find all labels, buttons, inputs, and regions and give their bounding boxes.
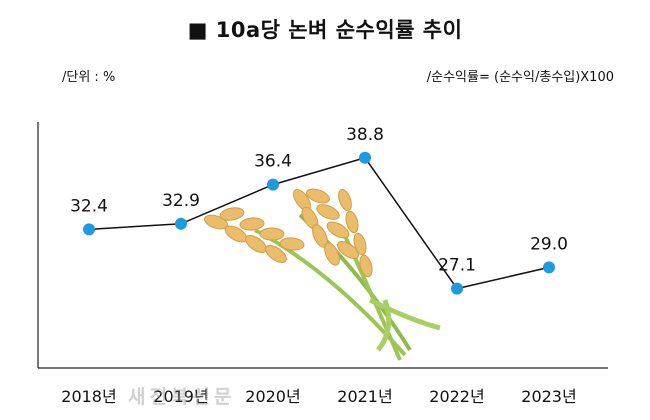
value-label-2019년: 32.9 (162, 191, 200, 211)
value-labels: 32.4 32.9 36.4 38.8 27.1 29.0 (70, 125, 568, 276)
data-point-2023년 (543, 261, 555, 274)
value-label-2020년: 36.4 (254, 152, 292, 172)
data-point-2019년 (175, 217, 187, 230)
data-point-2021년 (359, 151, 371, 164)
series-line (88, 156, 550, 290)
formula-note: /순수익률= (순수익/총수입)X100 (426, 70, 614, 85)
data-point-2020년 (267, 178, 279, 191)
value-label-2022년: 27.1 (438, 256, 476, 276)
watermark: 새전북신문 (128, 386, 236, 408)
x-tick-label-2021년: 2021년 (337, 387, 392, 406)
unit-note: /단위 : % (62, 70, 116, 85)
x-tick-label-2020년: 2020년 (245, 387, 300, 406)
x-tick-label-2022년: 2022년 (429, 387, 484, 406)
value-label-2018년: 32.4 (70, 196, 108, 216)
x-tick-label-2019년: 2019년 (153, 387, 208, 406)
value-label-2021년: 38.8 (346, 125, 384, 145)
wheat-illustration (203, 188, 441, 361)
x-tick-label-2018년: 2018년 (61, 387, 116, 406)
value-label-2023년: 29.0 (530, 234, 568, 254)
data-point-2022년 (451, 282, 463, 295)
x-tick-label-2023년: 2023년 (521, 387, 576, 406)
series-markers (83, 151, 555, 295)
data-point-2018년 (83, 223, 95, 236)
chart-title: ■ 10a당 논벼 순수익률 추이 (187, 18, 463, 42)
x-tick-labels: 2018년 2019년 2020년 2021년 2022년 2023년 (61, 387, 576, 406)
